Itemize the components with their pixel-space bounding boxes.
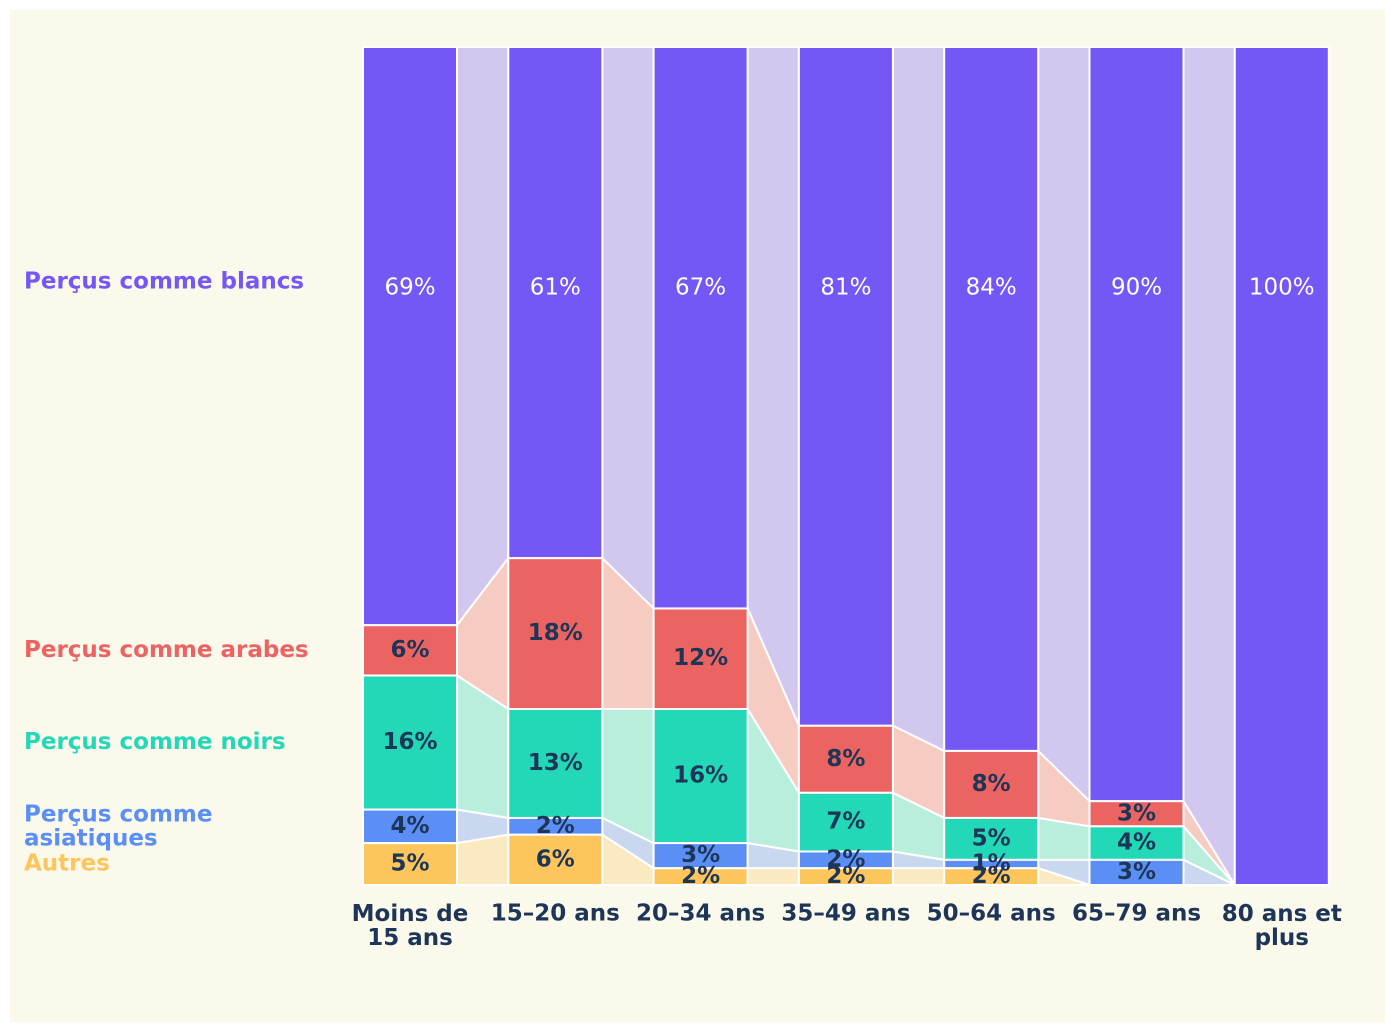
value-label: 5% (390, 851, 429, 877)
value-label: 13% (528, 750, 583, 776)
value-label: 6% (390, 637, 429, 663)
value-label: 2% (681, 863, 720, 889)
value-label: 12% (673, 645, 728, 671)
flow-band (456, 833, 510, 886)
x-tick-label: 20–34 ans (636, 901, 765, 927)
bar-segment (507, 708, 604, 819)
x-tick-label: 35–49 ans (781, 901, 910, 927)
bar-segment (507, 557, 604, 711)
legend-label: Autres (24, 851, 110, 877)
bar-segment (1088, 858, 1185, 886)
value-label: 2% (826, 846, 865, 872)
x-tick-label: 80 ans et plus (1222, 901, 1342, 951)
value-label: 90% (1111, 275, 1162, 301)
bar-segment (362, 46, 458, 627)
bar-segment (1233, 46, 1330, 886)
value-label: 7% (826, 809, 865, 835)
flow-band (891, 867, 946, 886)
value-label: 69% (384, 275, 435, 301)
bar-segment (943, 867, 1040, 886)
bar-segment (652, 867, 749, 886)
flow-band (1182, 46, 1236, 889)
bar-segment (507, 46, 604, 560)
value-label: 2% (972, 863, 1011, 889)
value-label: 4% (390, 813, 429, 839)
flow-band (746, 867, 800, 886)
flow-band (601, 46, 655, 611)
flow-band (1037, 816, 1091, 861)
legend-label: Perçus comme blancs (24, 269, 304, 295)
value-label: 6% (536, 846, 575, 872)
legend-label: Perçus comme arabes (24, 637, 309, 663)
bar-segment (652, 46, 749, 610)
value-label: 1% (972, 851, 1011, 877)
value-label: 5% (972, 825, 1011, 851)
value-label: 3% (681, 842, 720, 868)
bar-segment (797, 724, 894, 794)
bar-segment (943, 46, 1040, 752)
value-label: 18% (528, 620, 583, 646)
value-label: 4% (1117, 830, 1156, 856)
value-label: 3% (1117, 859, 1156, 885)
bar-segment (652, 708, 749, 845)
value-label: 61% (530, 275, 581, 301)
value-label: 81% (820, 275, 871, 301)
bar-segment (797, 46, 894, 727)
bar-segment (1088, 800, 1185, 828)
flow-band (456, 46, 510, 629)
bar-segment (362, 674, 458, 811)
bar-segment (652, 842, 749, 870)
x-tick-label: Moins de 15 ans (352, 901, 469, 951)
bar-segment (362, 842, 458, 886)
bar-segment (797, 791, 894, 853)
bar-segment (362, 808, 458, 845)
value-label: 67% (675, 275, 726, 301)
bar-segment (943, 749, 1040, 819)
bar-segment (1088, 825, 1185, 861)
bar-segment (652, 607, 749, 711)
bar-segment (797, 867, 894, 886)
value-label: 2% (826, 863, 865, 889)
legend-label: Perçus comme asiatiques (24, 801, 212, 851)
flow-band (1037, 46, 1091, 804)
value-label: 16% (673, 763, 728, 789)
x-tick-label: 65–79 ans (1072, 901, 1201, 927)
x-tick-label: 15–20 ans (491, 901, 620, 927)
bar-segment (943, 816, 1040, 861)
value-label: 16% (382, 729, 437, 755)
flow-band (891, 46, 946, 753)
legend-label: Perçus comme noirs (24, 729, 286, 755)
value-label: 84% (966, 275, 1017, 301)
x-tick-label: 50–64 ans (927, 901, 1056, 927)
value-label: 100% (1249, 275, 1315, 301)
value-label: 8% (826, 746, 865, 772)
value-label: 8% (972, 771, 1011, 797)
value-label: 3% (1117, 800, 1156, 826)
bar-segment (1088, 46, 1185, 803)
bar-segment (362, 624, 458, 677)
value-label: 2% (536, 813, 575, 839)
bar-segment (507, 833, 604, 886)
